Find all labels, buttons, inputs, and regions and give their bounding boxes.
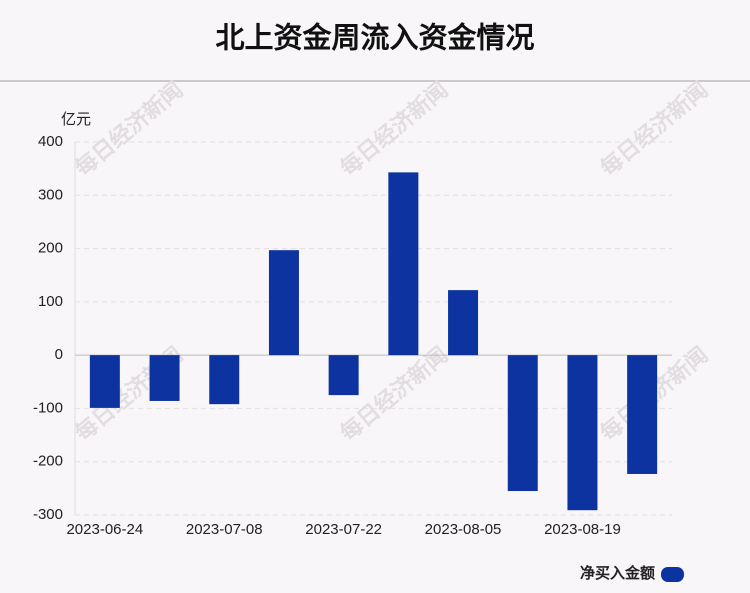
- bar: [567, 355, 598, 511]
- legend-swatch: [661, 567, 684, 582]
- y-tick-label: 400: [38, 133, 63, 150]
- y-tick-label: 0: [55, 346, 63, 363]
- x-tick-label: 2023-08-05: [425, 521, 502, 538]
- y-tick-label: -100: [33, 399, 63, 416]
- x-tick-label: 2023-06-24: [66, 521, 143, 538]
- x-tick-label: 2023-07-08: [186, 521, 263, 538]
- bar: [507, 355, 538, 492]
- bar: [149, 355, 180, 401]
- x-tick-label: 2023-07-22: [305, 521, 382, 538]
- y-tick-label: -300: [33, 506, 63, 523]
- bar: [627, 355, 658, 474]
- y-tick-label: 100: [38, 293, 63, 310]
- bar: [209, 355, 240, 405]
- chart-title: 北上资金周流入资金情况: [215, 21, 534, 55]
- bar: [388, 172, 419, 356]
- y-tick-label: -200: [33, 453, 63, 470]
- bar: [328, 355, 359, 396]
- y-tick-label: 200: [38, 240, 63, 257]
- bar: [448, 290, 479, 356]
- bar: [89, 355, 120, 408]
- legend-label: 净买入金额: [580, 564, 655, 582]
- bar: [268, 250, 299, 356]
- x-tick-label: 2023-08-19: [544, 521, 621, 538]
- y-tick-label: 300: [38, 186, 63, 203]
- y-unit: 亿元: [61, 111, 91, 128]
